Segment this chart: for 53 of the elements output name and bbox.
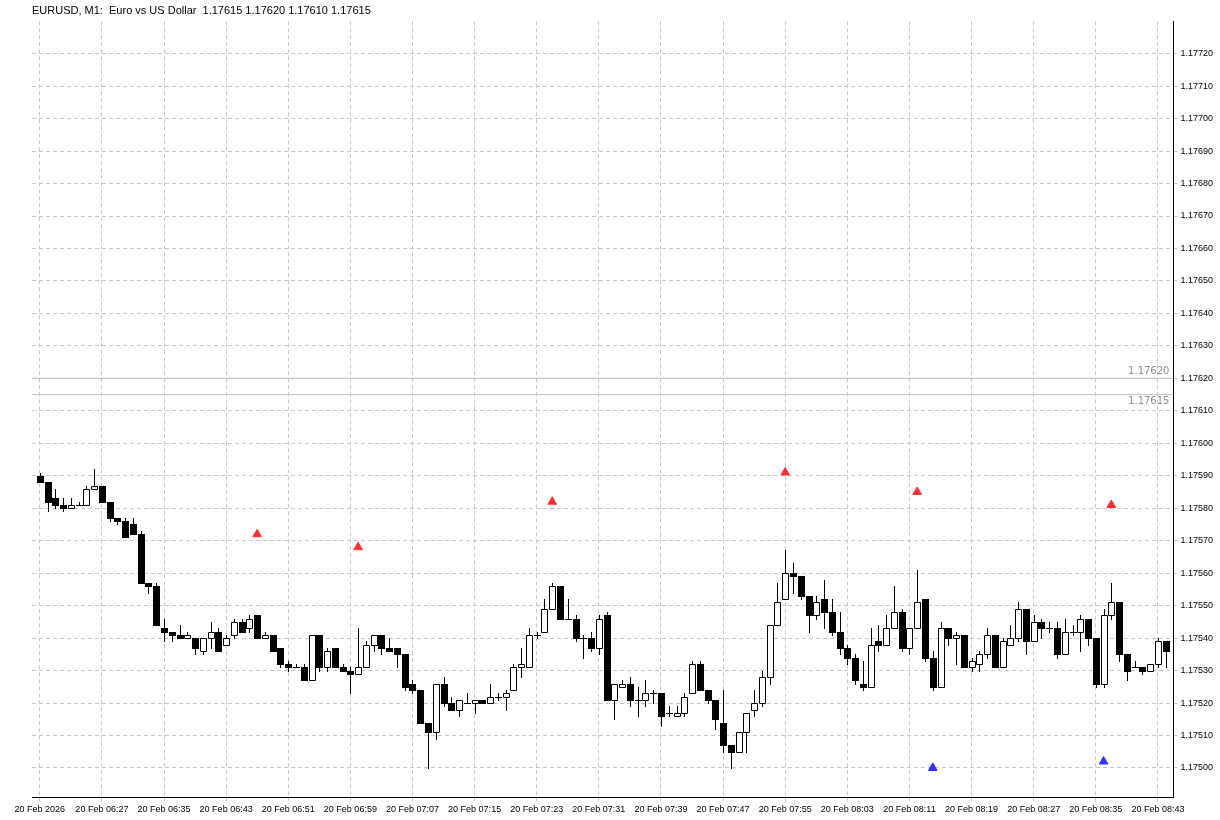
y-tick-label: 1.17600: [1180, 437, 1214, 448]
x-tick-label: 20 Feb 07:39: [634, 804, 688, 815]
x-tick-label: 20 Feb 08:35: [1069, 804, 1123, 815]
x-tick-label: 20 Feb 08:43: [1131, 804, 1185, 815]
y-tick-label: 1.17630: [1180, 340, 1214, 351]
y-tick-label: 1.17530: [1180, 665, 1214, 676]
x-tick-label: 20 Feb 08:03: [820, 804, 874, 815]
x-tick-label: 20 Feb 06:43: [199, 804, 253, 815]
x-tick-label: 20 Feb 06:27: [75, 804, 129, 815]
point: [353, 541, 363, 551]
y-tick-label: 1.17700: [1180, 113, 1214, 124]
y-tick-label: 1.17690: [1180, 145, 1214, 156]
point: [1106, 499, 1117, 508]
y-tick-label: 1.17680: [1180, 178, 1214, 189]
y-tick-label: 1.17570: [1180, 535, 1214, 546]
x-tick-label: 20 Feb 06:59: [323, 804, 377, 815]
x-tick-label: 20 Feb 06:51: [261, 804, 315, 815]
y-tick-label: 1.17500: [1180, 762, 1214, 773]
point: [780, 467, 791, 476]
point: [1098, 755, 1109, 765]
y-tick-label: 1.17590: [1180, 470, 1214, 481]
x-tick-label: 20 Feb 2026: [14, 804, 66, 815]
y-tick-label: 1.17540: [1180, 632, 1214, 643]
y-tick-label: 1.17610: [1180, 405, 1214, 416]
y-tick-label: 1.17710: [1180, 80, 1214, 91]
y-tick-label: 1.17510: [1180, 729, 1214, 740]
y-tick-label: 1.17670: [1180, 210, 1214, 221]
y-tick-label: 1.17550: [1180, 600, 1214, 611]
point: [547, 496, 558, 505]
y-tick-label: 1.17560: [1180, 567, 1214, 578]
x-tick-label: 20 Feb 07:23: [510, 804, 564, 815]
y-tick-label: 1.17520: [1180, 697, 1214, 708]
point: [912, 486, 923, 495]
y-tick-label: 1.17650: [1180, 275, 1214, 286]
y-tick-label: 1.17580: [1180, 502, 1214, 513]
x-tick-label: 20 Feb 07:31: [572, 804, 626, 815]
y-tick-label: 1.17720: [1180, 48, 1214, 59]
point: [252, 528, 263, 538]
point: [927, 762, 938, 771]
chart-title: EURUSD, M1: Euro vs US Dollar 1.17615 1.17620 1.17610 1.17615: [32, 3, 371, 16]
x-tick-label: 20 Feb 08:19: [945, 804, 999, 815]
y-tick-label: 1.17640: [1180, 307, 1214, 318]
x-tick-label: 20 Feb 06:35: [137, 804, 191, 815]
y-tick-label: 1.17660: [1180, 242, 1214, 253]
ref-line-label: 1.17615: [1128, 395, 1170, 407]
x-tick-label: 20 Feb 07:07: [385, 804, 440, 815]
x-tick-label: 20 Feb 07:55: [758, 804, 812, 815]
y-tick-label: 1.17620: [1180, 372, 1214, 383]
x-tick-label: 20 Feb 07:15: [448, 804, 502, 815]
x-tick-label: 20 Feb 08:11: [883, 804, 936, 815]
ref-line-label: 1.17620: [1128, 364, 1170, 376]
x-tick-label: 20 Feb 07:47: [696, 804, 750, 815]
x-tick-label: 20 Feb 08:27: [1007, 804, 1061, 815]
